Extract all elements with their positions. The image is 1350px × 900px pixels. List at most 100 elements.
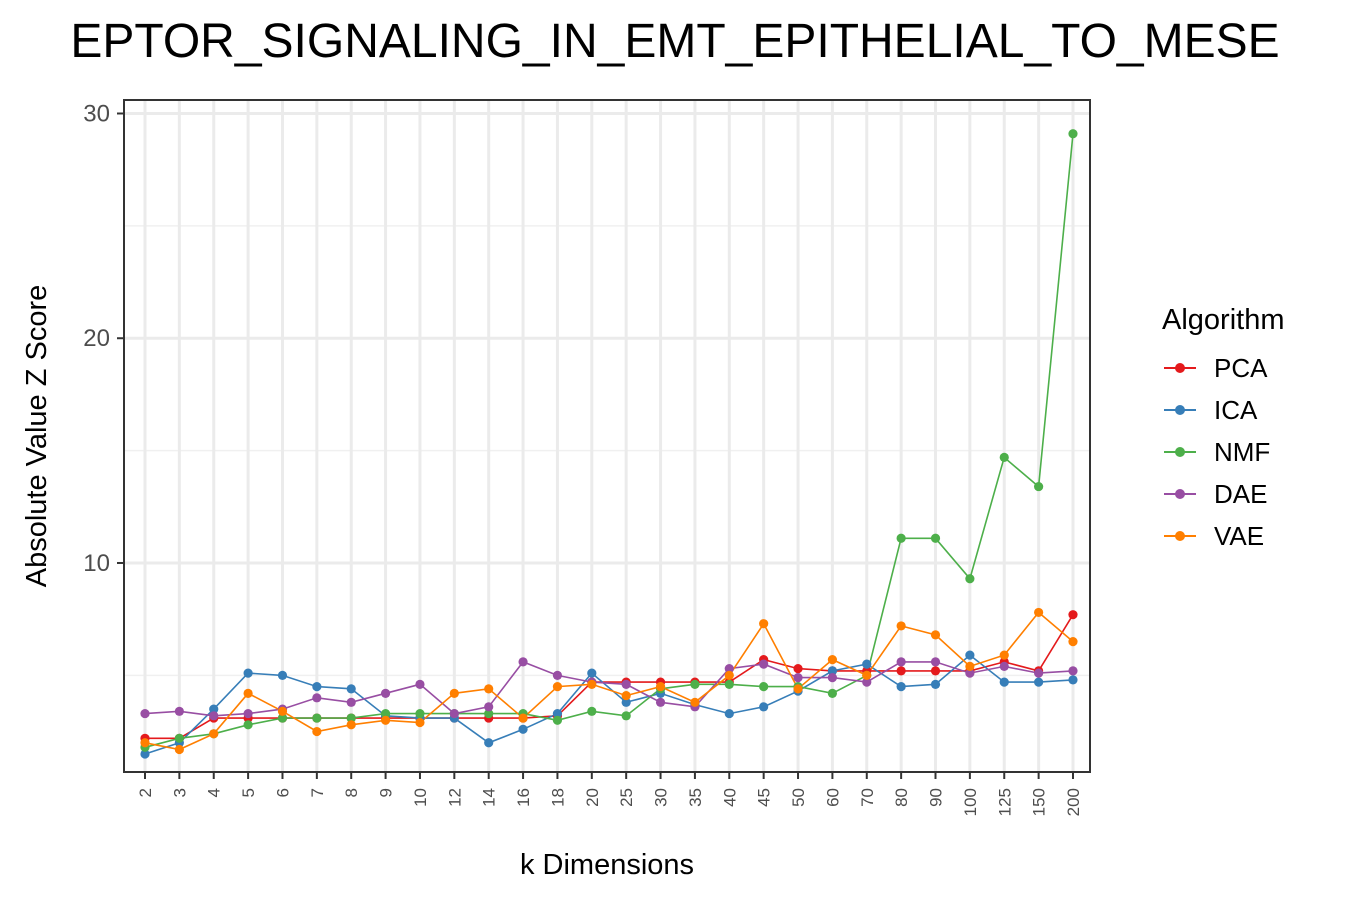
data-point-vae: [415, 717, 425, 728]
data-point-dae: [1068, 666, 1078, 676]
data-point-ica: [140, 749, 150, 759]
data-point-nmf: [1068, 129, 1078, 139]
x-tick-label: 16: [514, 788, 533, 807]
data-point-dae: [930, 657, 941, 667]
data-point-nmf: [999, 452, 1009, 462]
legend: Algorithm PCA ICA NMF DAE VAE: [1162, 304, 1285, 557]
data-point-ica: [312, 681, 322, 692]
data-point-vae: [277, 706, 288, 716]
legend-label: ICA: [1214, 394, 1258, 425]
data-point-dae: [449, 708, 459, 719]
data-point-ica: [999, 677, 1009, 687]
data-point-dae: [346, 697, 356, 707]
data-point-nmf: [312, 713, 322, 723]
data-point-ica: [346, 684, 356, 694]
data-point-nmf: [827, 688, 838, 698]
data-point-ica: [827, 666, 838, 676]
data-point-pca: [1068, 610, 1078, 620]
data-point-dae: [1034, 668, 1044, 678]
data-point-vae: [484, 684, 494, 694]
data-point-pca: [793, 664, 803, 674]
x-tick-label: 10: [411, 788, 430, 807]
y-tick-label: 10: [83, 550, 110, 577]
data-point-vae: [862, 670, 872, 680]
x-tick-label: 5: [239, 788, 258, 797]
data-point-vae: [449, 688, 459, 698]
x-tick-label: 9: [377, 788, 396, 797]
data-point-ica: [1068, 675, 1078, 685]
data-point-pca: [896, 666, 906, 676]
data-point-ica: [759, 702, 769, 712]
x-tick-label: 200: [1064, 788, 1083, 816]
x-tick-label: 90: [927, 788, 946, 807]
data-point-vae: [827, 655, 838, 665]
legend-item-pca: PCA: [1162, 347, 1285, 389]
legend-key-icon: [1162, 400, 1198, 420]
data-point-nmf: [587, 706, 597, 716]
data-point-nmf: [724, 679, 734, 689]
data-point-vae: [965, 661, 975, 671]
data-point-vae: [312, 726, 322, 737]
data-point-ica: [862, 659, 872, 669]
x-tick-label: 80: [892, 788, 911, 807]
data-point-nmf: [346, 713, 356, 723]
data-point-ica: [896, 681, 906, 692]
data-point-vae: [174, 744, 184, 755]
data-point-dae: [655, 697, 666, 707]
data-point-dae: [380, 688, 391, 698]
data-point-nmf: [380, 708, 391, 719]
x-tick-label: 6: [273, 788, 292, 797]
data-point-vae: [999, 650, 1009, 660]
x-axis-label: k Dimensions: [520, 849, 694, 881]
x-tick-label: 2: [136, 788, 155, 797]
data-point-ica: [621, 697, 631, 707]
legend-key-icon: [1162, 358, 1198, 378]
data-point-dae: [793, 673, 803, 683]
data-point-vae: [896, 621, 906, 631]
plot-border: [123, 99, 1091, 773]
legend-key-icon: [1162, 484, 1198, 504]
x-tick-label: 45: [755, 788, 774, 807]
data-point-vae: [209, 729, 219, 739]
data-point-dae: [243, 708, 253, 719]
data-point-ica: [484, 738, 494, 748]
x-tick-label: 100: [961, 788, 980, 816]
data-point-dae: [896, 657, 906, 667]
legend-item-dae: DAE: [1162, 473, 1285, 515]
data-point-dae: [862, 677, 872, 687]
data-point-dae: [999, 661, 1009, 671]
data-point-nmf: [552, 715, 563, 725]
data-point-vae: [587, 679, 597, 689]
chart-title: EPTOR_SIGNALING_IN_EMT_EPITHELIAL_TO_MES…: [70, 15, 1280, 68]
data-point-nmf: [277, 713, 288, 723]
x-tick-label: 30: [652, 788, 671, 807]
x-tick-label: 35: [686, 788, 705, 807]
y-axis-label: Absolute Value Z Score: [21, 285, 53, 588]
data-point-vae: [140, 738, 150, 748]
data-point-nmf: [621, 711, 631, 721]
x-tick-label: 125: [995, 788, 1014, 816]
series-layer: [140, 129, 1078, 759]
legend-key-icon: [1162, 442, 1198, 462]
data-point-nmf: [759, 681, 769, 692]
data-point-nmf: [965, 574, 975, 584]
data-point-vae: [690, 697, 700, 707]
data-point-vae: [346, 720, 356, 730]
legend-label: VAE: [1214, 520, 1265, 551]
data-point-nmf: [243, 720, 253, 730]
data-point-vae: [518, 713, 528, 723]
data-point-vae: [759, 619, 769, 629]
data-point-vae: [655, 681, 666, 692]
data-point-dae: [484, 702, 494, 712]
data-point-vae: [1034, 607, 1044, 618]
legend-key-icon: [1162, 526, 1198, 546]
data-point-vae: [724, 670, 734, 680]
series-line-ica: [144, 654, 1074, 755]
data-point-dae: [140, 708, 150, 719]
y-tick-label: 20: [83, 325, 110, 352]
data-point-dae: [827, 673, 838, 683]
data-point-ica: [209, 704, 219, 714]
data-point-nmf: [690, 679, 700, 689]
